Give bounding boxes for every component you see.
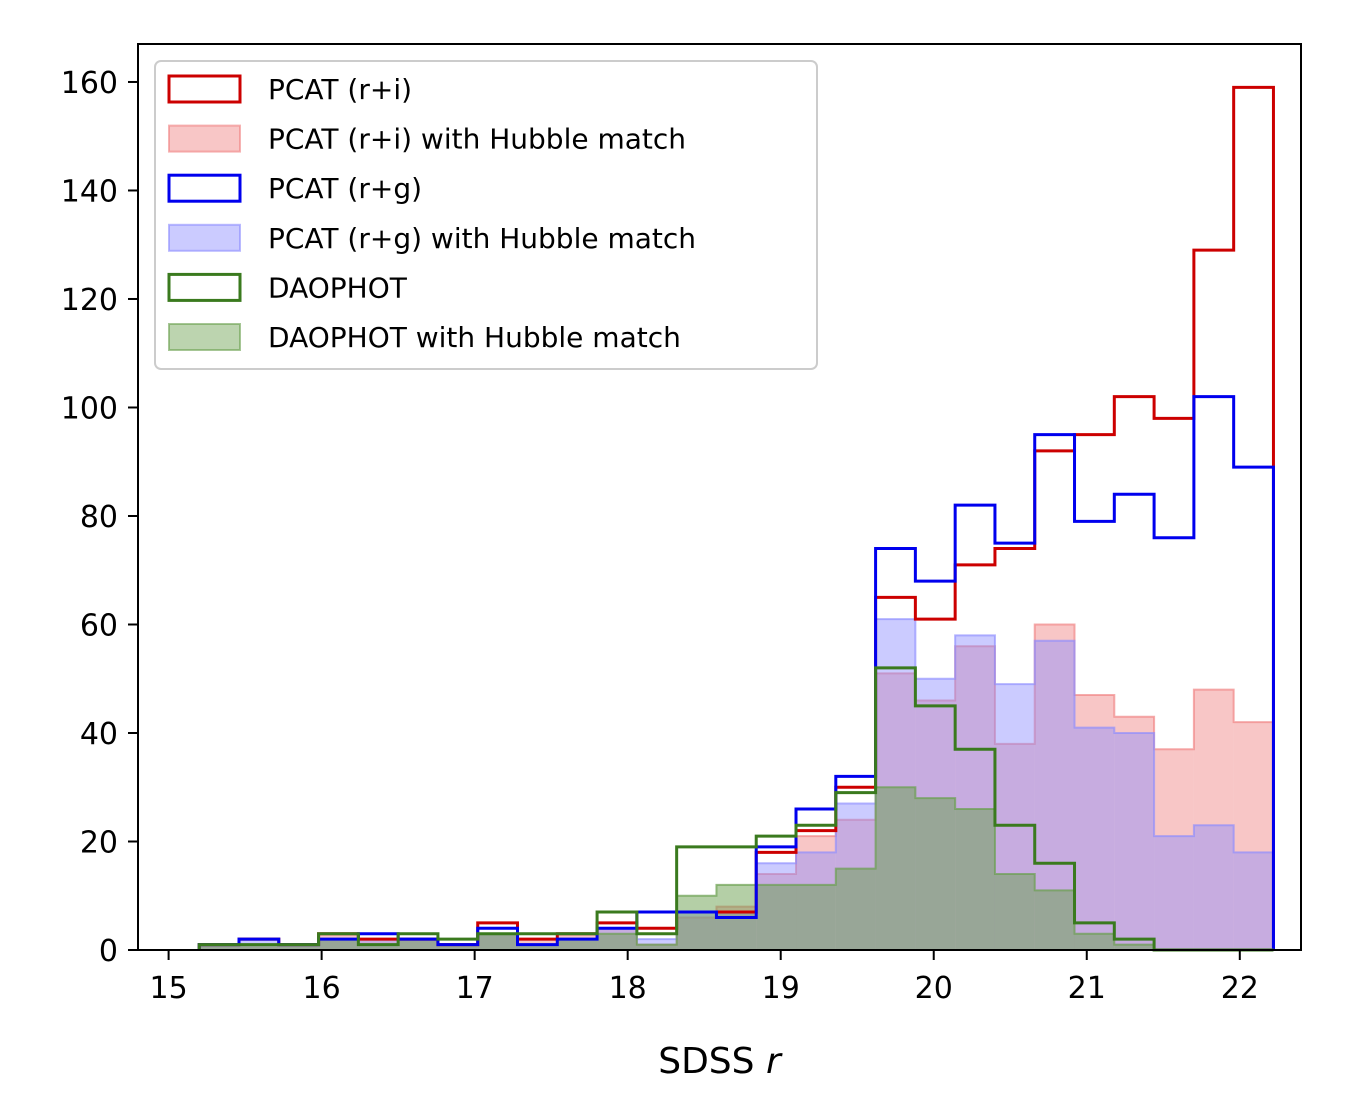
x-axis: 15 16 17 18 19 20 21 22 — [150, 950, 1259, 1006]
y-tick-label: 160 — [61, 66, 118, 101]
y-tick-label: 60 — [80, 608, 118, 643]
bar-pcat-r-i-with-hubble-match-22 — [1074, 695, 1115, 950]
y-tick-label: 40 — [80, 717, 118, 752]
legend-swatch — [168, 223, 241, 252]
x-tick-label: 19 — [762, 971, 800, 1006]
plot-area — [197, 85, 1275, 952]
bar-pcat-r-i-with-hubble-match-26 — [1233, 722, 1274, 950]
bar-daophot-with-hubble-match-19 — [955, 808, 995, 950]
y-axis: 0 20 40 60 80 100 120 140 160 — [61, 66, 138, 969]
x-tick-label: 22 — [1221, 971, 1259, 1006]
x-axis-title-variable: r — [766, 1041, 783, 1082]
y-tick-label: 100 — [61, 391, 118, 426]
legend-label: PCAT (r+i) — [268, 73, 412, 106]
bar-daophot-with-hubble-match-16 — [835, 868, 876, 950]
bar-pcat-r-g-with-hubble-match-22 — [1074, 727, 1115, 950]
bar-daophot-with-hubble-match-20 — [994, 874, 1035, 950]
bar-daophot-with-hubble-match-5 — [398, 939, 438, 950]
bar-daophot-with-hubble-match-4 — [358, 944, 399, 950]
bar-daophot-with-hubble-match-8 — [517, 944, 558, 950]
legend-entry-daophot-with-hubble-match: DAOPHOT with Hubble match — [168, 321, 681, 354]
axes-frame — [137, 43, 1302, 951]
y-tick-label: 80 — [80, 500, 118, 535]
x-axis-title: SDSS r — [658, 1041, 783, 1082]
bar-pcat-r-i-with-hubble-match-24 — [1154, 749, 1194, 950]
legend-label: PCAT (r+i) with Hubble match — [268, 123, 686, 156]
legend-label: DAOPHOT — [268, 271, 408, 304]
legend-swatch — [167, 272, 242, 302]
legend-label: PCAT (r+g) with Hubble match — [268, 222, 696, 255]
x-tick-label: 17 — [456, 971, 494, 1006]
legend-entry-pcat-r-g: PCAT (r+g) — [167, 172, 422, 205]
bar-pcat-r-g-with-hubble-match-23 — [1114, 732, 1155, 950]
legend-label: DAOPHOT with Hubble match — [268, 321, 681, 354]
bar-daophot-with-hubble-match-15 — [796, 884, 836, 950]
bar-daophot-with-hubble-match-22 — [1074, 933, 1115, 950]
bar-daophot-with-hubble-match-18 — [915, 798, 956, 950]
bar-daophot-with-hubble-match-14 — [756, 884, 797, 950]
y-tick-label: 140 — [61, 174, 118, 209]
bar-pcat-r-g-with-hubble-match-26 — [1233, 852, 1274, 950]
bar-daophot-with-hubble-match-0 — [199, 944, 239, 950]
bar-daophot-with-hubble-match-7 — [477, 933, 518, 950]
y-tick-label: 0 — [99, 934, 118, 969]
legend-swatch — [168, 323, 241, 351]
step-line-daophot — [197, 666, 1274, 952]
x-tick-label: 21 — [1068, 971, 1106, 1006]
x-tick-label: 20 — [915, 971, 953, 1006]
bar-daophot-with-hubble-match-9 — [557, 939, 598, 950]
bar-pcat-r-g-with-hubble-match-25 — [1193, 825, 1234, 950]
legend-entry-daophot: DAOPHOT — [167, 271, 408, 304]
bar-daophot-with-hubble-match-3 — [318, 939, 359, 950]
bar-daophot-with-hubble-match-23 — [1114, 944, 1155, 950]
bar-daophot-with-hubble-match-6 — [437, 944, 478, 950]
legend-label: PCAT (r+g) — [268, 172, 422, 205]
bar-daophot-with-hubble-match-1 — [238, 944, 279, 950]
legend-entry-pcat-r-i-with-hubble-match: PCAT (r+i) with Hubble match — [168, 123, 686, 156]
legend-swatch — [168, 124, 241, 153]
x-axis-title-text: SDSS — [658, 1041, 766, 1082]
x-tick-label: 15 — [150, 971, 188, 1006]
y-tick-label: 120 — [61, 283, 118, 318]
bar-daophot-with-hubble-match-17 — [875, 787, 916, 950]
bar-daophot-with-hubble-match-10 — [597, 933, 637, 950]
legend-box — [154, 60, 818, 370]
bar-daophot-with-hubble-match-2 — [278, 944, 319, 950]
legend-swatch — [167, 173, 242, 203]
bar-daophot-with-hubble-match-12 — [676, 895, 717, 950]
legend: PCAT (r+i) PCAT (r+i) with Hubble match PC… — [154, 60, 818, 370]
bar-daophot-with-hubble-match-11 — [636, 944, 677, 950]
bar-pcat-r-i-with-hubble-match-25 — [1193, 689, 1234, 950]
x-tick-label: 18 — [609, 971, 647, 1006]
bar-daophot-with-hubble-match-21 — [1034, 890, 1075, 950]
x-tick-label: 16 — [303, 971, 341, 1006]
y-tick-label: 20 — [80, 825, 118, 860]
legend-entry-pcat-r-g-with-hubble-match: PCAT (r+g) with Hubble match — [168, 222, 696, 255]
bar-pcat-r-g-with-hubble-match-24 — [1154, 836, 1194, 950]
bar-pcat-r-i-with-hubble-match-23 — [1114, 716, 1155, 950]
legend-swatch — [167, 74, 242, 104]
legend-entry-pcat-r-i: PCAT (r+i) — [167, 73, 412, 106]
